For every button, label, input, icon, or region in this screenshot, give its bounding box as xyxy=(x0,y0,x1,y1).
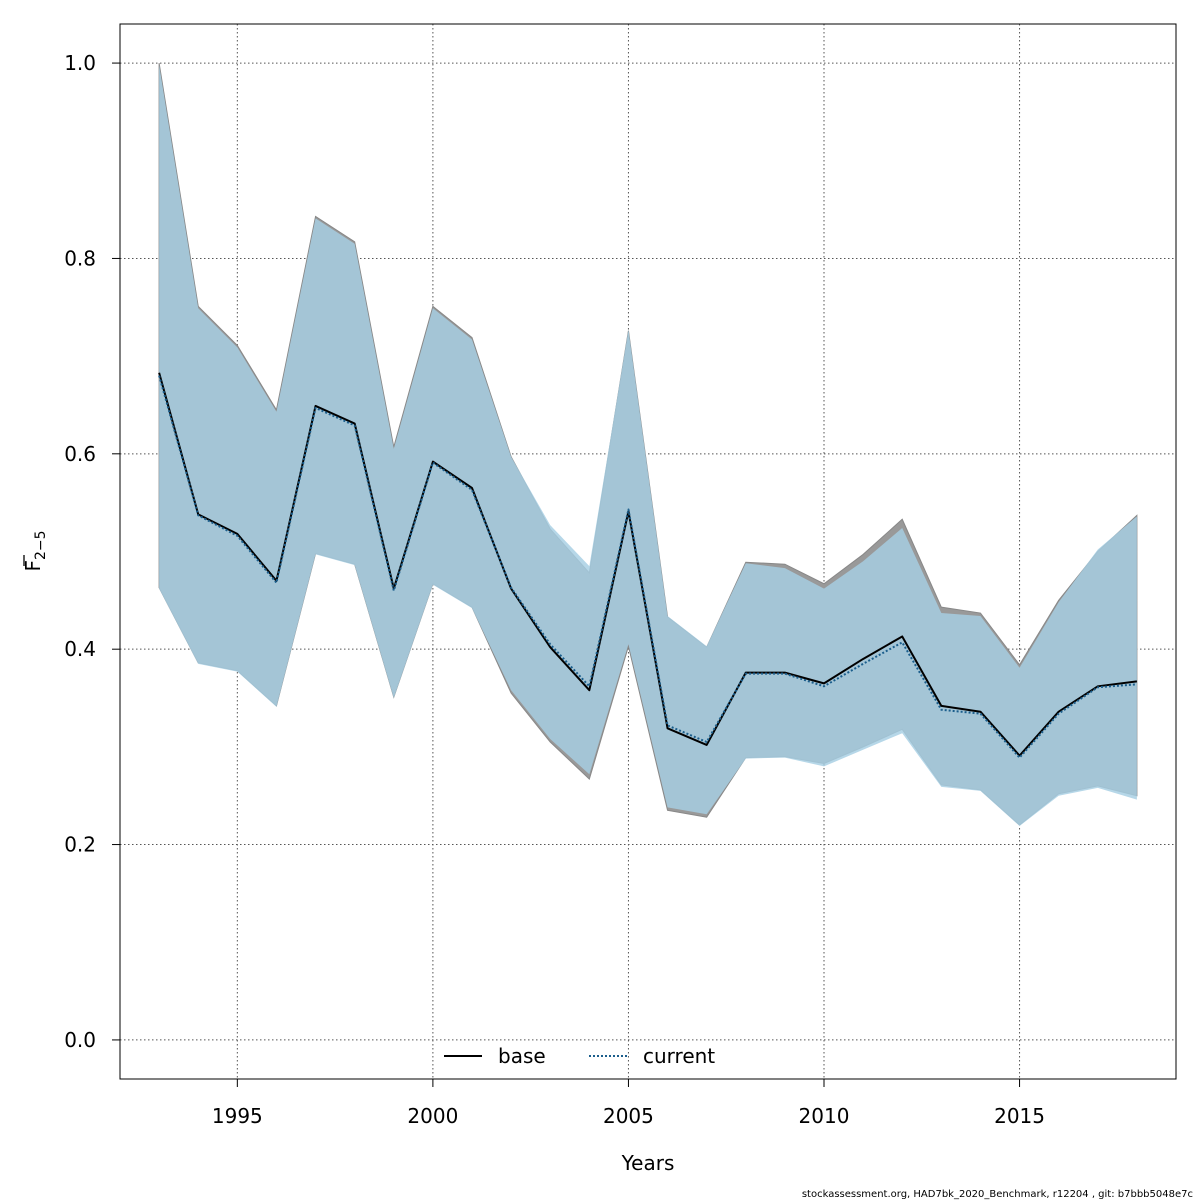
legend: base current xyxy=(444,1044,715,1068)
x-axis-title: Years xyxy=(621,1151,675,1175)
y-axis-title-main: F xyxy=(21,560,45,572)
x-tick-label-2010: 2010 xyxy=(799,1104,850,1128)
x-tick-label-2000: 2000 xyxy=(407,1104,458,1128)
plot-frame xyxy=(119,23,1177,1080)
line-current xyxy=(158,375,1137,759)
x-tick-label-2015: 2015 xyxy=(994,1104,1045,1128)
svg-text:F2−5: F2−5 xyxy=(21,530,49,571)
band-current xyxy=(159,65,1137,826)
y-tick-label-2: 0.4 xyxy=(64,637,96,661)
y-tick-label-0: 0.0 xyxy=(64,1028,96,1052)
legend-label-current: current xyxy=(643,1044,715,1068)
y-tick-label-5: 1.0 xyxy=(64,51,96,75)
y-tick-label-4: 0.8 xyxy=(64,246,96,270)
confidence-bands xyxy=(158,62,1138,826)
x-tick-label-1995: 1995 xyxy=(212,1104,263,1128)
series-lines xyxy=(158,372,1138,759)
legend-label-base: base xyxy=(498,1044,546,1068)
x-tick-label-2005: 2005 xyxy=(603,1104,654,1128)
footer-note: stockassessment.org, HAD7bk_2020_Benchma… xyxy=(802,1189,1193,1200)
y-axis-title-sub: 2−5 xyxy=(33,530,49,560)
y-tick-label-1: 0.2 xyxy=(64,833,96,857)
y-axis-title: F2−5 xyxy=(21,530,49,571)
y-axis: 0.0 0.2 0.4 0.6 0.8 1.0 xyxy=(64,51,120,1052)
x-axis: 1995 2000 2005 2010 2015 xyxy=(212,1079,1045,1128)
y-tick-label-3: 0.6 xyxy=(64,442,96,466)
